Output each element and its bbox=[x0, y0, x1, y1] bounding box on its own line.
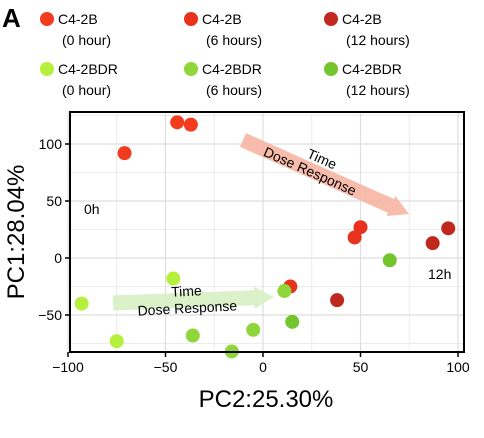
data-point bbox=[441, 221, 456, 236]
legend-label-line1: C4-2BDR bbox=[202, 61, 262, 77]
y-axis-label: PC1:28.04% bbox=[3, 165, 30, 300]
legend-label-line1: C4-2B bbox=[342, 11, 382, 27]
legend-item-2: C4-2B (12 hours) bbox=[324, 11, 410, 48]
legend-marker bbox=[324, 12, 338, 26]
legend-label-line2: (0 hour) bbox=[62, 32, 111, 48]
series-2 bbox=[330, 221, 456, 308]
x-axis-label: PC2:25.30% bbox=[199, 386, 334, 413]
data-point bbox=[185, 328, 200, 343]
y-tick-label: −50 bbox=[38, 307, 62, 323]
x-tick-label: 100 bbox=[446, 359, 470, 375]
plot-frame bbox=[69, 111, 465, 353]
panel-label: A bbox=[2, 3, 21, 33]
green-arrow-text-line1: Time bbox=[171, 282, 203, 300]
data-point bbox=[330, 293, 345, 308]
legend-marker bbox=[184, 62, 198, 76]
green-arrow bbox=[112, 286, 275, 311]
x-tick-label: −50 bbox=[154, 359, 178, 375]
x-tick-label: 50 bbox=[353, 359, 369, 375]
grid bbox=[67, 112, 464, 352]
legend-label-line1: C4-2BDR bbox=[342, 61, 402, 77]
annotation-12h: 12h bbox=[428, 266, 451, 282]
legend-label-line1: C4-2B bbox=[202, 11, 242, 27]
legend-label-line2: (12 hours) bbox=[346, 32, 410, 48]
annotation-0h: 0h bbox=[84, 201, 100, 217]
legend-marker bbox=[40, 12, 54, 26]
green-arrow-shape bbox=[112, 286, 275, 311]
legend-item-0: C4-2B (0 hour) bbox=[40, 11, 111, 48]
data-point bbox=[166, 271, 181, 286]
y-tick-label: 100 bbox=[39, 136, 63, 152]
data-point bbox=[109, 334, 124, 349]
data-point bbox=[74, 296, 89, 311]
data-point bbox=[285, 314, 300, 329]
legend-label-line2: (12 hours) bbox=[346, 82, 410, 98]
data-point bbox=[425, 236, 440, 251]
legend-marker bbox=[324, 62, 338, 76]
legend-marker bbox=[184, 12, 198, 26]
green-arrow-text: TimeDose Response bbox=[136, 280, 237, 318]
red-arrow bbox=[239, 133, 409, 216]
legend-label-line2: (0 hour) bbox=[62, 82, 111, 98]
legend-label-line1: C4-2BDR bbox=[58, 61, 118, 77]
data-point bbox=[170, 115, 185, 130]
legend-label-line2: (6 hours) bbox=[206, 32, 262, 48]
data-point bbox=[277, 284, 292, 299]
legend-item-3: C4-2BDR (0 hour) bbox=[40, 61, 118, 98]
data-point bbox=[246, 322, 261, 337]
x-tick-label: −100 bbox=[52, 359, 84, 375]
legend-item-5: C4-2BDR (12 hours) bbox=[324, 61, 410, 98]
data-point bbox=[382, 253, 397, 268]
legend-item-4: C4-2BDR (6 hours) bbox=[184, 61, 262, 98]
data-point bbox=[117, 146, 132, 161]
legend-label-line1: C4-2B bbox=[58, 11, 98, 27]
red-arrow-shape bbox=[239, 133, 409, 216]
series-3 bbox=[74, 271, 181, 349]
data-point bbox=[183, 117, 198, 132]
legend-item-1: C4-2B (6 hours) bbox=[184, 11, 262, 48]
green-arrow-text-line2: Dose Response bbox=[137, 297, 238, 318]
y-tick-label: 0 bbox=[54, 250, 62, 266]
series-0 bbox=[117, 115, 198, 161]
x-tick-label: 0 bbox=[259, 359, 267, 375]
legend-label-line2: (6 hours) bbox=[206, 82, 262, 98]
legend: C4-2B (0 hour) C4-2B (6 hours) C4-2B (12 hour… bbox=[40, 11, 410, 98]
data-point bbox=[353, 220, 368, 235]
legend-marker bbox=[40, 62, 54, 76]
data-point bbox=[347, 230, 362, 245]
series-5 bbox=[285, 253, 397, 329]
y-tick-label: 50 bbox=[46, 193, 62, 209]
